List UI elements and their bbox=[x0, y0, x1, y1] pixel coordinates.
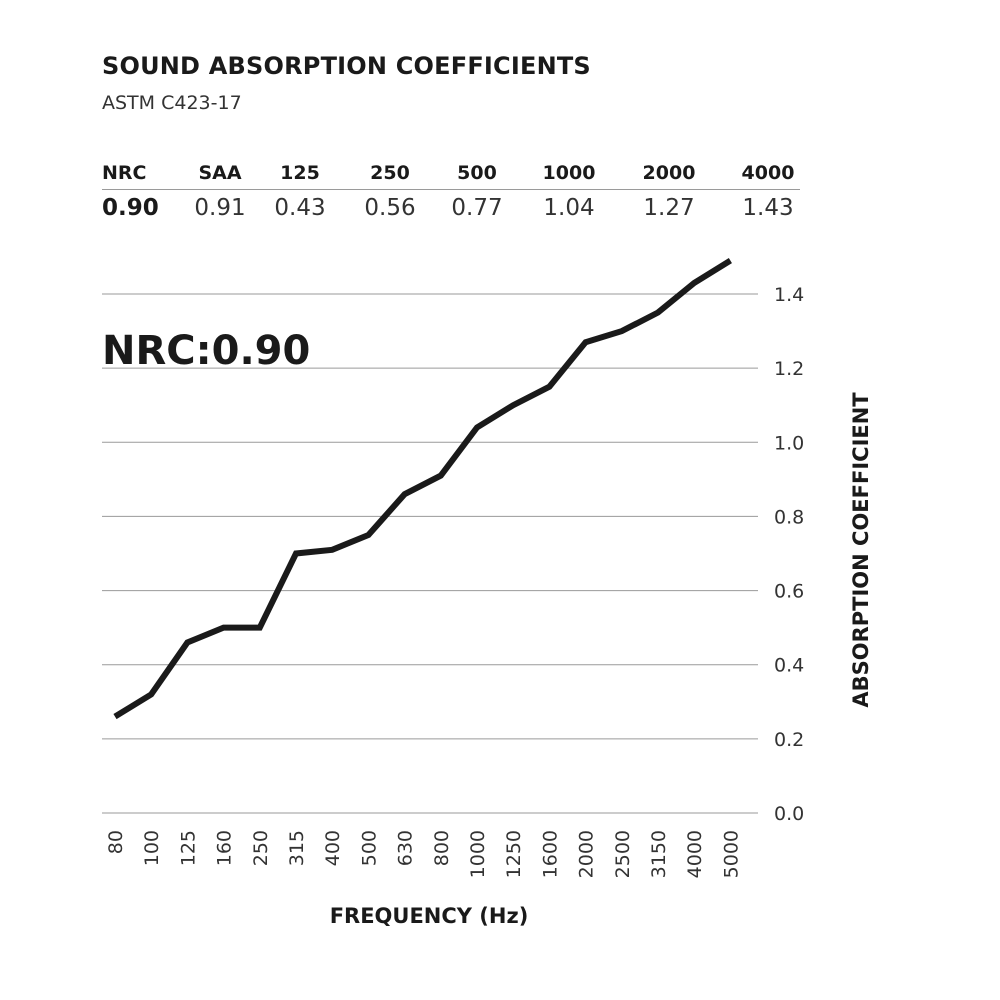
summary-header-nrc: NRC bbox=[102, 162, 147, 184]
x-tick-label-400: 400 bbox=[322, 830, 344, 866]
y-axis-ticks: 0.0 0.2 0.4 0.6 0.8 1.0 1.2 1.4 bbox=[774, 284, 804, 825]
x-tick-label-2500: 2500 bbox=[612, 830, 634, 878]
summary-value-saa: 0.91 bbox=[194, 195, 246, 221]
summary-table: NRC 0.90 SAA 0.91 125 0.43 250 0.56 500 … bbox=[102, 158, 800, 228]
summary-value-4000: 1.43 bbox=[742, 195, 794, 221]
x-tick-label-100: 100 bbox=[141, 830, 163, 866]
nrc-annotation: NRC:0.90 bbox=[102, 328, 310, 374]
x-tick-label-500: 500 bbox=[358, 830, 380, 866]
summary-table-rule bbox=[102, 189, 800, 190]
y-tick-label-1: 0.2 bbox=[774, 729, 804, 751]
x-axis-ticks: 80 100 125 160 250 315 400 500 630 800 1000 1250 160… bbox=[105, 830, 742, 878]
summary-col-500: 500 0.77 bbox=[417, 158, 537, 224]
y-tick-label-5: 1.0 bbox=[774, 432, 804, 454]
x-tick-label-1250: 1250 bbox=[503, 830, 525, 878]
x-tick-label-250: 250 bbox=[250, 830, 272, 866]
x-tick-label-3150: 3150 bbox=[648, 830, 670, 878]
x-tick-label-1600: 1600 bbox=[539, 830, 561, 878]
x-tick-label-5000: 5000 bbox=[720, 830, 742, 878]
summary-header-saa: SAA bbox=[198, 162, 242, 184]
x-axis-label: FREQUENCY (Hz) bbox=[330, 904, 529, 928]
y-tick-label-6: 1.2 bbox=[774, 358, 804, 380]
summary-value-nrc: 0.90 bbox=[102, 195, 159, 221]
x-tick-label-630: 630 bbox=[395, 830, 417, 866]
x-tick-label-315: 315 bbox=[286, 830, 308, 866]
summary-col-125: 125 0.43 bbox=[240, 158, 360, 224]
chart-subtitle: ASTM C423-17 bbox=[102, 92, 242, 114]
summary-header-250: 250 bbox=[370, 162, 410, 184]
summary-value-2000: 1.27 bbox=[643, 195, 695, 221]
x-tick-label-800: 800 bbox=[431, 830, 453, 866]
chart-title: SOUND ABSORPTION COEFFICIENTS bbox=[102, 52, 591, 80]
summary-header-500: 500 bbox=[457, 162, 497, 184]
summary-col-1000: 1000 1.04 bbox=[509, 158, 629, 224]
summary-header-125: 125 bbox=[280, 162, 320, 184]
summary-value-500: 0.77 bbox=[451, 195, 503, 221]
y-axis-label: ABSORPTION COEFFICIENT bbox=[849, 392, 873, 708]
x-tick-label-80: 80 bbox=[105, 830, 127, 854]
x-tick-label-1000: 1000 bbox=[467, 830, 489, 878]
y-tick-label-7: 1.4 bbox=[774, 284, 804, 306]
summary-value-1000: 1.04 bbox=[543, 195, 595, 221]
chart-series bbox=[113, 258, 732, 720]
chart-grid bbox=[102, 293, 758, 814]
x-tick-label-4000: 4000 bbox=[684, 830, 706, 878]
summary-col-250: 250 0.56 bbox=[330, 158, 450, 224]
summary-col-4000: 4000 1.43 bbox=[708, 158, 828, 224]
x-tick-label-125: 125 bbox=[177, 830, 199, 866]
summary-col-saa: SAA 0.91 bbox=[160, 158, 280, 224]
summary-value-250: 0.56 bbox=[364, 195, 416, 221]
summary-col-nrc: NRC 0.90 bbox=[102, 158, 222, 224]
x-tick-label-160: 160 bbox=[214, 830, 236, 866]
y-tick-label-0: 0.0 bbox=[774, 803, 804, 825]
y-tick-label-4: 0.8 bbox=[774, 506, 804, 528]
summary-header-2000: 2000 bbox=[642, 162, 696, 184]
summary-value-125: 0.43 bbox=[274, 195, 326, 221]
series-line-0 bbox=[113, 258, 732, 720]
x-tick-label-2000: 2000 bbox=[576, 830, 598, 878]
summary-header-1000: 1000 bbox=[542, 162, 596, 184]
y-tick-label-3: 0.6 bbox=[774, 581, 804, 603]
summary-col-2000: 2000 1.27 bbox=[609, 158, 729, 224]
y-tick-label-2: 0.4 bbox=[774, 655, 804, 677]
summary-header-4000: 4000 bbox=[741, 162, 795, 184]
